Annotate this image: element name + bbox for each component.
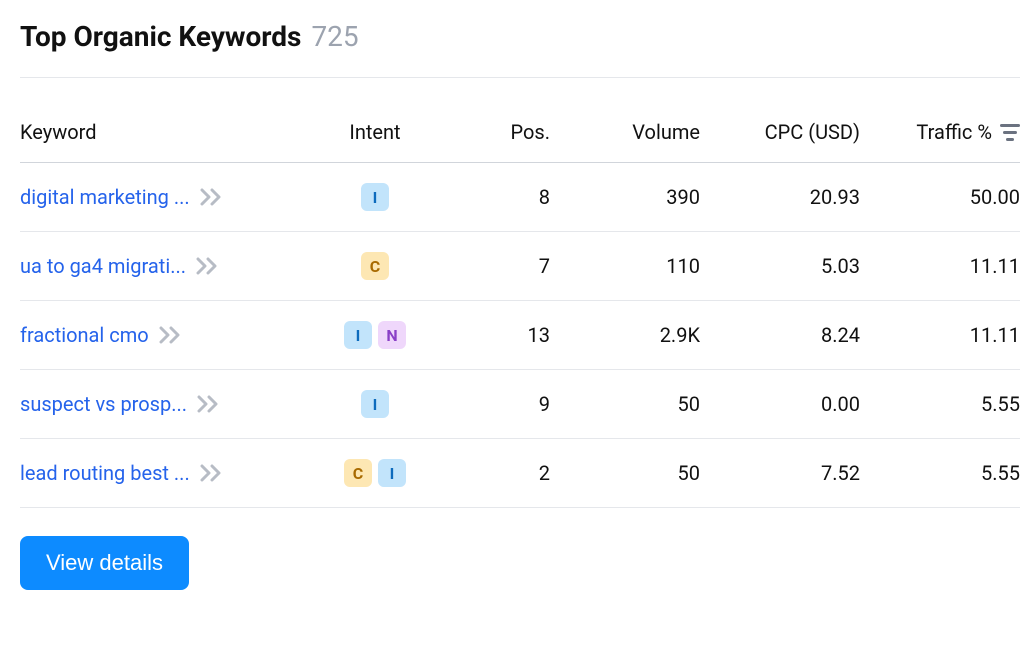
intent-badge-i: I <box>344 321 372 349</box>
cell-cpc: 20.93 <box>700 185 860 209</box>
table-row: suspect vs prosp... I 9500.005.55 <box>20 370 1020 439</box>
panel-title: Top Organic Keywords <box>20 20 301 53</box>
cell-pos: 8 <box>430 185 550 209</box>
cell-cpc: 7.52 <box>700 461 860 485</box>
table-row: lead routing best ... CI2507.525.55 <box>20 439 1020 508</box>
cell-cpc: 0.00 <box>700 392 860 416</box>
keyword-link[interactable]: fractional cmo <box>20 323 149 347</box>
cell-traffic: 11.11 <box>860 323 1020 347</box>
cell-intent: C <box>320 252 430 280</box>
table-header: Keyword Intent Pos. Volume CPC (USD) Tra… <box>20 78 1020 163</box>
chevrons-right-icon[interactable] <box>200 464 224 482</box>
intent-badge-i: I <box>378 459 406 487</box>
cell-volume: 50 <box>550 461 700 485</box>
cell-keyword: lead routing best ... <box>20 461 320 485</box>
cell-volume: 110 <box>550 254 700 278</box>
cell-pos: 7 <box>430 254 550 278</box>
cell-traffic: 11.11 <box>860 254 1020 278</box>
cell-traffic: 5.55 <box>860 392 1020 416</box>
cell-volume: 50 <box>550 392 700 416</box>
table-row: ua to ga4 migrati... C 71105.0311.11 <box>20 232 1020 301</box>
cell-pos: 2 <box>430 461 550 485</box>
column-header-volume[interactable]: Volume <box>550 120 700 144</box>
cell-keyword: suspect vs prosp... <box>20 392 320 416</box>
cell-keyword: fractional cmo <box>20 323 320 347</box>
cell-volume: 390 <box>550 185 700 209</box>
column-header-traffic-label: Traffic % <box>916 120 992 144</box>
view-details-button[interactable]: View details <box>20 536 189 590</box>
column-header-pos[interactable]: Pos. <box>430 120 550 144</box>
table-row: digital marketing ... I 839020.9350.00 <box>20 163 1020 232</box>
column-header-traffic[interactable]: Traffic % <box>860 120 1020 144</box>
chevrons-right-icon[interactable] <box>159 326 183 344</box>
cell-volume: 2.9K <box>550 323 700 347</box>
keyword-link[interactable]: suspect vs prosp... <box>20 392 187 416</box>
intent-badge-i: I <box>361 390 389 418</box>
cell-intent: I <box>320 183 430 211</box>
cell-pos: 9 <box>430 392 550 416</box>
cell-cpc: 8.24 <box>700 323 860 347</box>
intent-badge-c: C <box>344 459 372 487</box>
intent-badge-n: N <box>378 321 406 349</box>
intent-badge-i: I <box>361 183 389 211</box>
chevrons-right-icon[interactable] <box>200 188 224 206</box>
keyword-link[interactable]: ua to ga4 migrati... <box>20 254 186 278</box>
table-row: fractional cmoIN132.9K8.2411.11 <box>20 301 1020 370</box>
cell-intent: IN <box>320 321 430 349</box>
cell-pos: 13 <box>430 323 550 347</box>
table-body: digital marketing ... I 839020.9350.00 ua t… <box>20 163 1020 508</box>
cell-keyword: digital marketing ... <box>20 185 320 209</box>
keyword-link[interactable]: digital marketing ... <box>20 185 190 209</box>
column-header-intent[interactable]: Intent <box>320 120 430 144</box>
cell-cpc: 5.03 <box>700 254 860 278</box>
panel-header: Top Organic Keywords 725 <box>20 20 1020 78</box>
chevrons-right-icon[interactable] <box>197 395 221 413</box>
chevrons-right-icon[interactable] <box>196 257 220 275</box>
sort-desc-icon <box>1000 123 1020 141</box>
cell-keyword: ua to ga4 migrati... <box>20 254 320 278</box>
column-header-cpc[interactable]: CPC (USD) <box>700 120 860 144</box>
column-header-keyword[interactable]: Keyword <box>20 120 320 144</box>
keywords-panel: Top Organic Keywords 725 Keyword Intent … <box>20 20 1020 590</box>
intent-badge-c: C <box>361 252 389 280</box>
panel-footer: View details <box>20 508 1020 590</box>
panel-count: 725 <box>311 20 358 53</box>
cell-intent: CI <box>320 459 430 487</box>
keyword-link[interactable]: lead routing best ... <box>20 461 190 485</box>
cell-traffic: 50.00 <box>860 185 1020 209</box>
cell-traffic: 5.55 <box>860 461 1020 485</box>
cell-intent: I <box>320 390 430 418</box>
